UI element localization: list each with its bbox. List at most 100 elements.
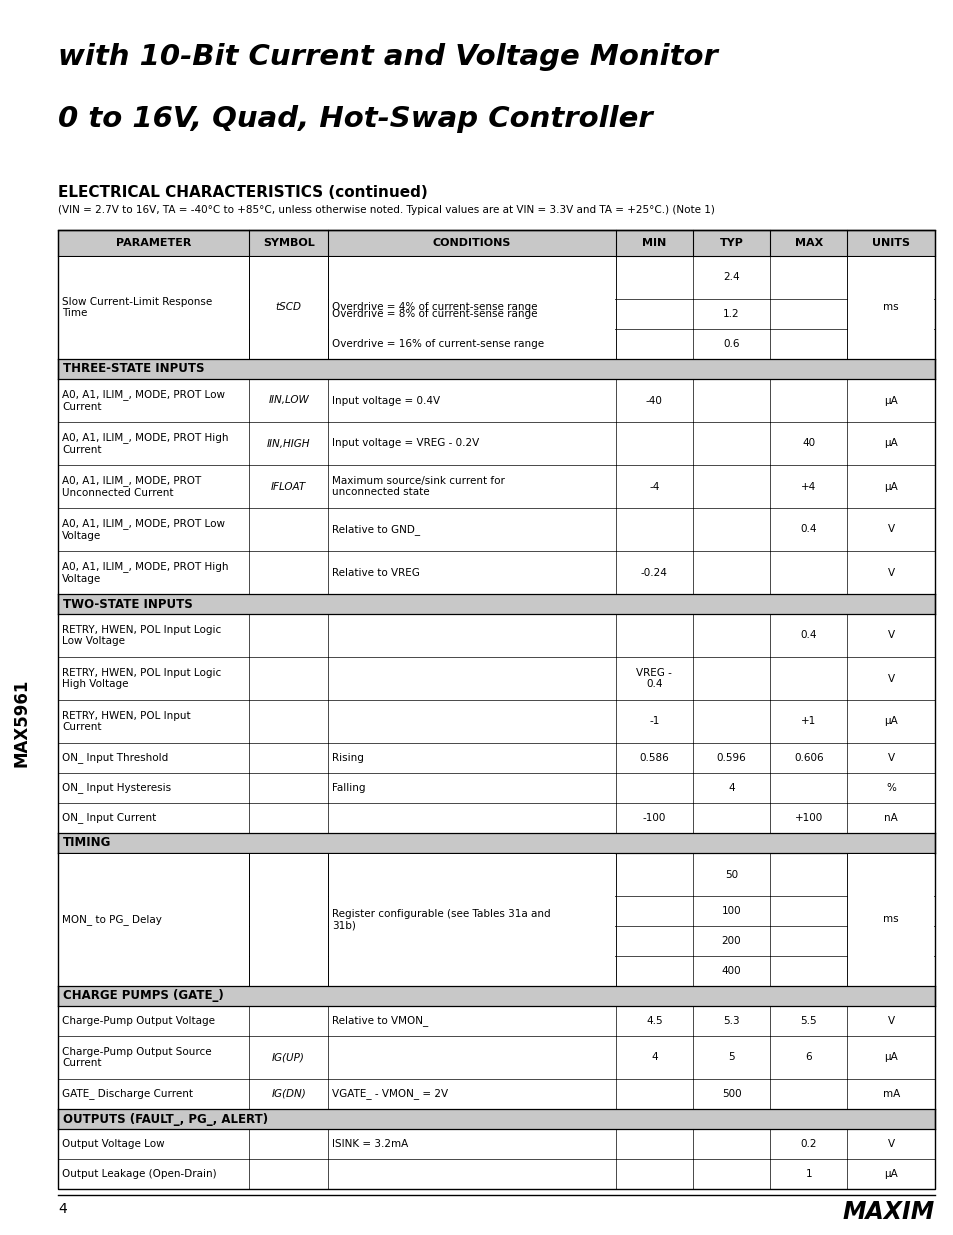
Text: 5: 5 <box>727 1052 734 1062</box>
Text: μA: μA <box>883 1052 897 1062</box>
Text: 0.596: 0.596 <box>716 753 745 763</box>
Bar <box>329 853 615 986</box>
Text: +4: +4 <box>801 482 816 492</box>
Text: ISINK = 3.2mA: ISINK = 3.2mA <box>332 1139 408 1149</box>
Text: 400: 400 <box>721 966 740 976</box>
Bar <box>58 832 934 853</box>
Text: μA: μA <box>883 1170 897 1179</box>
Bar <box>58 359 934 379</box>
Text: V: V <box>886 631 894 641</box>
Text: Output Leakage (Open-Drain): Output Leakage (Open-Drain) <box>62 1170 216 1179</box>
Text: 0.606: 0.606 <box>793 753 822 763</box>
Text: 1.2: 1.2 <box>722 309 740 319</box>
Text: Charge-Pump Output Voltage: Charge-Pump Output Voltage <box>62 1016 214 1026</box>
Text: UNITS: UNITS <box>871 238 909 248</box>
Text: MON_ to PG_ Delay: MON_ to PG_ Delay <box>62 914 162 925</box>
Bar <box>58 230 934 1189</box>
Text: Relative to VMON_: Relative to VMON_ <box>332 1015 428 1026</box>
Text: +100: +100 <box>794 813 822 823</box>
Text: Charge-Pump Output Source
Current: Charge-Pump Output Source Current <box>62 1047 212 1068</box>
Text: 0.586: 0.586 <box>639 753 669 763</box>
Text: OUTPUTS (FAULT_, PG_, ALERT): OUTPUTS (FAULT_, PG_, ALERT) <box>63 1113 268 1125</box>
Text: 1: 1 <box>804 1170 811 1179</box>
Text: ON_ Input Hysteresis: ON_ Input Hysteresis <box>62 783 171 793</box>
Text: TWO-STATE INPUTS: TWO-STATE INPUTS <box>63 598 193 610</box>
Text: MAXIM: MAXIM <box>841 1200 934 1224</box>
Text: 100: 100 <box>721 906 740 916</box>
Text: tSCD: tSCD <box>275 303 301 312</box>
Text: 0.6: 0.6 <box>722 338 739 350</box>
Text: VGATE_ - VMON_ = 2V: VGATE_ - VMON_ = 2V <box>332 1088 448 1099</box>
Text: MAX: MAX <box>794 238 822 248</box>
Text: 4: 4 <box>58 1202 67 1216</box>
Text: A0, A1, ILIM_, MODE, PROT Low
Voltage: A0, A1, ILIM_, MODE, PROT Low Voltage <box>62 519 225 541</box>
Text: μA: μA <box>883 395 897 405</box>
Text: with 10-Bit Current and Voltage Monitor: with 10-Bit Current and Voltage Monitor <box>58 43 717 70</box>
Text: Relative to GND_: Relative to GND_ <box>332 524 420 535</box>
Text: ms: ms <box>882 303 898 312</box>
Text: -4: -4 <box>648 482 659 492</box>
Bar <box>58 230 934 256</box>
Bar <box>847 853 933 986</box>
Text: A0, A1, ILIM_, MODE, PROT High
Voltage: A0, A1, ILIM_, MODE, PROT High Voltage <box>62 561 229 584</box>
Text: -40: -40 <box>645 395 662 405</box>
Text: IFLOAT: IFLOAT <box>271 482 306 492</box>
Text: 4.5: 4.5 <box>645 1016 662 1026</box>
Text: +1: +1 <box>801 716 816 726</box>
Text: Rising: Rising <box>332 753 364 763</box>
Text: 40: 40 <box>801 438 815 448</box>
Bar <box>58 1109 934 1129</box>
Text: nA: nA <box>883 813 897 823</box>
Text: Relative to VREG: Relative to VREG <box>332 568 419 578</box>
Bar <box>58 853 249 986</box>
Text: IIN,LOW: IIN,LOW <box>268 395 309 405</box>
Text: ELECTRICAL CHARACTERISTICS (continued): ELECTRICAL CHARACTERISTICS (continued) <box>58 185 427 200</box>
Text: CONDITIONS: CONDITIONS <box>433 238 511 248</box>
Text: SYMBOL: SYMBOL <box>262 238 314 248</box>
Text: IG(UP): IG(UP) <box>272 1052 305 1062</box>
Bar <box>58 986 934 1007</box>
Text: TIMING: TIMING <box>63 836 112 850</box>
Text: %: % <box>885 783 895 793</box>
Text: MAX5961: MAX5961 <box>13 678 30 767</box>
Text: Register configurable (see Tables 31a and
31b): Register configurable (see Tables 31a an… <box>332 909 550 930</box>
Text: 50: 50 <box>724 869 738 879</box>
Text: 0 to 16V, Quad, Hot-Swap Controller: 0 to 16V, Quad, Hot-Swap Controller <box>58 105 652 133</box>
Text: 5.3: 5.3 <box>722 1016 740 1026</box>
Text: 0.4: 0.4 <box>800 631 816 641</box>
Bar <box>329 257 615 358</box>
Text: -1: -1 <box>648 716 659 726</box>
Text: 2.4: 2.4 <box>722 273 740 283</box>
Text: Input voltage = VREG - 0.2V: Input voltage = VREG - 0.2V <box>332 438 478 448</box>
Text: 0.4: 0.4 <box>800 525 816 535</box>
Text: 5.5: 5.5 <box>800 1016 816 1026</box>
Text: RETRY, HWEN, POL Input
Current: RETRY, HWEN, POL Input Current <box>62 710 191 732</box>
Text: ON_ Input Threshold: ON_ Input Threshold <box>62 752 168 763</box>
Text: 0.2: 0.2 <box>800 1139 816 1149</box>
Text: IIN,HIGH: IIN,HIGH <box>267 438 310 448</box>
Text: ON_ Input Current: ON_ Input Current <box>62 813 156 824</box>
Text: MIN: MIN <box>641 238 666 248</box>
Text: V: V <box>886 568 894 578</box>
Text: TYP: TYP <box>719 238 742 248</box>
Text: Maximum source/sink current for
unconnected state: Maximum source/sink current for unconnec… <box>332 475 504 498</box>
Text: Overdrive = 16% of current-sense range: Overdrive = 16% of current-sense range <box>332 338 543 350</box>
Bar <box>58 257 249 358</box>
Text: Output Voltage Low: Output Voltage Low <box>62 1139 165 1149</box>
Text: GATE_ Discharge Current: GATE_ Discharge Current <box>62 1088 193 1099</box>
Text: V: V <box>886 753 894 763</box>
Text: (VIN = 2.7V to 16V, TA = -40°C to +85°C, unless otherwise noted. Typical values : (VIN = 2.7V to 16V, TA = -40°C to +85°C,… <box>58 205 714 215</box>
Text: Overdrive = 8% of current-sense range: Overdrive = 8% of current-sense range <box>332 309 537 319</box>
Text: V: V <box>886 525 894 535</box>
Bar <box>847 257 933 358</box>
Text: Slow Current-Limit Response
Time: Slow Current-Limit Response Time <box>62 296 212 319</box>
Text: V: V <box>886 1016 894 1026</box>
Text: μA: μA <box>883 716 897 726</box>
Text: RETRY, HWEN, POL Input Logic
Low Voltage: RETRY, HWEN, POL Input Logic Low Voltage <box>62 625 221 646</box>
Text: A0, A1, ILIM_, MODE, PROT Low
Current: A0, A1, ILIM_, MODE, PROT Low Current <box>62 389 225 411</box>
Text: ms: ms <box>882 914 898 925</box>
Text: 4: 4 <box>650 1052 657 1062</box>
Bar <box>58 594 934 614</box>
Text: 4: 4 <box>727 783 734 793</box>
Text: -0.24: -0.24 <box>640 568 667 578</box>
